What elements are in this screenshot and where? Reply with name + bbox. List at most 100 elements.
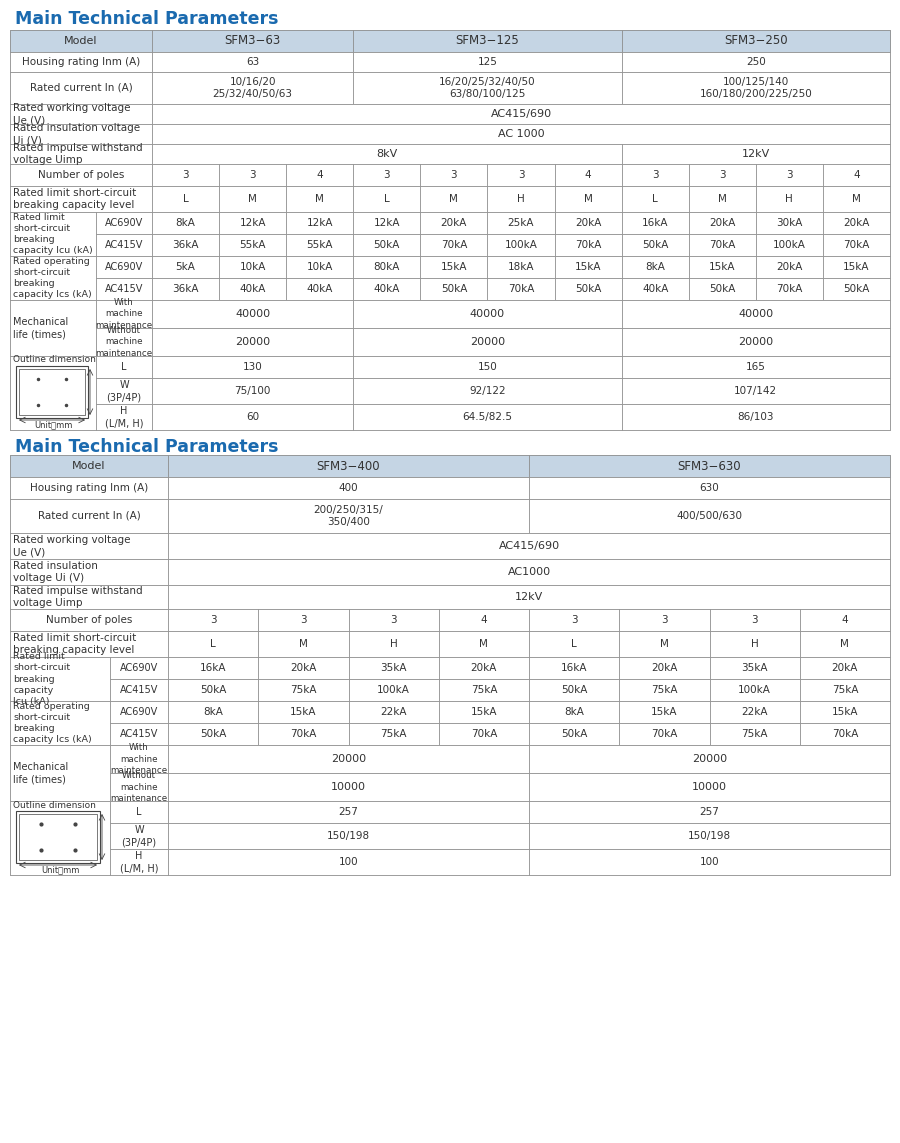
Bar <box>354 355 622 378</box>
Text: 400: 400 <box>338 483 358 493</box>
Text: H
(L/M, H): H (L/M, H) <box>120 850 158 873</box>
Text: 130: 130 <box>243 362 263 371</box>
Bar <box>10 657 890 679</box>
Bar <box>529 724 619 745</box>
Text: 4: 4 <box>585 170 591 179</box>
Bar <box>10 801 890 823</box>
Text: 100kA: 100kA <box>505 240 537 250</box>
Text: AC690V: AC690V <box>120 663 158 673</box>
Text: SFM3−125: SFM3−125 <box>455 34 519 48</box>
Bar <box>622 328 890 355</box>
Bar <box>800 609 890 631</box>
Text: 63: 63 <box>246 57 259 67</box>
Bar <box>110 679 168 701</box>
Text: 200/250/315/
350/400: 200/250/315/ 350/400 <box>313 505 383 527</box>
Text: M: M <box>480 639 489 649</box>
Bar <box>168 609 258 631</box>
Text: 150/198: 150/198 <box>688 831 731 841</box>
Text: H: H <box>751 639 759 649</box>
Bar <box>420 256 488 278</box>
Text: Model: Model <box>72 461 106 471</box>
Bar <box>96 355 152 378</box>
Text: Mechanical
life (times): Mechanical life (times) <box>13 317 68 339</box>
Text: 257: 257 <box>338 807 358 817</box>
Bar <box>354 256 420 278</box>
Bar <box>219 186 286 211</box>
Text: 22kA: 22kA <box>742 708 768 717</box>
Text: 12kV: 12kV <box>515 592 543 602</box>
Text: 64.5/82.5: 64.5/82.5 <box>463 411 512 422</box>
Bar <box>10 745 890 773</box>
Bar <box>823 256 890 278</box>
Bar <box>619 724 709 745</box>
Text: 3: 3 <box>662 615 668 625</box>
Text: AC1000: AC1000 <box>508 567 551 577</box>
Text: 15kA: 15kA <box>832 708 858 717</box>
Text: H: H <box>518 194 525 203</box>
Bar <box>622 378 890 403</box>
Bar <box>96 278 152 299</box>
Bar <box>756 163 823 186</box>
Bar <box>258 679 348 701</box>
Bar <box>622 72 890 104</box>
Bar <box>622 163 688 186</box>
Text: L: L <box>384 194 390 203</box>
Bar <box>709 631 800 657</box>
Text: Number of poles: Number of poles <box>38 170 124 179</box>
Text: 92/122: 92/122 <box>469 386 506 395</box>
Bar <box>529 477 890 499</box>
Text: Housing rating Inm (A): Housing rating Inm (A) <box>22 57 140 67</box>
Bar <box>168 801 529 823</box>
Bar <box>110 701 168 724</box>
Text: Rated working voltage
Ue (V): Rated working voltage Ue (V) <box>13 103 130 126</box>
Text: 630: 630 <box>699 483 719 493</box>
Bar <box>622 51 890 72</box>
Bar <box>622 355 890 378</box>
Bar <box>10 559 168 585</box>
Bar <box>688 278 756 299</box>
Text: 20kA: 20kA <box>843 218 869 227</box>
Bar <box>348 724 439 745</box>
Text: 40kA: 40kA <box>642 283 669 294</box>
Text: 70kA: 70kA <box>776 283 803 294</box>
Text: 12kV: 12kV <box>742 149 769 159</box>
Bar <box>10 823 890 849</box>
Text: 50kA: 50kA <box>374 240 400 250</box>
Bar <box>10 455 890 477</box>
Bar <box>756 256 823 278</box>
Text: 100kA: 100kA <box>377 685 410 695</box>
Bar <box>152 328 354 355</box>
Text: 55kA: 55kA <box>307 240 333 250</box>
Text: AC415V: AC415V <box>104 283 143 294</box>
Text: 8kA: 8kA <box>645 262 665 272</box>
Text: 400/500/630: 400/500/630 <box>677 511 742 521</box>
Bar <box>168 745 529 773</box>
Bar <box>96 211 152 234</box>
Bar <box>688 163 756 186</box>
Text: 15kA: 15kA <box>843 262 869 272</box>
Text: Unit：mm: Unit：mm <box>34 421 72 430</box>
Text: L: L <box>183 194 188 203</box>
Bar <box>16 366 88 418</box>
Text: 40kA: 40kA <box>239 283 266 294</box>
Bar <box>10 104 152 123</box>
Bar <box>800 657 890 679</box>
Text: AC415V: AC415V <box>104 240 143 250</box>
Bar <box>10 299 96 355</box>
Text: 15kA: 15kA <box>441 262 467 272</box>
Text: 20kA: 20kA <box>709 218 735 227</box>
Bar <box>10 51 152 72</box>
Text: M: M <box>852 194 861 203</box>
Bar <box>10 104 890 123</box>
Text: 20000: 20000 <box>692 754 727 764</box>
Text: 36kA: 36kA <box>172 283 199 294</box>
Text: M: M <box>449 194 458 203</box>
Bar <box>10 657 110 701</box>
Text: 20kA: 20kA <box>575 218 601 227</box>
Text: 75kA: 75kA <box>742 729 768 740</box>
Text: 75kA: 75kA <box>381 729 407 740</box>
Text: 10kA: 10kA <box>239 262 266 272</box>
Text: 100kA: 100kA <box>773 240 806 250</box>
Text: 80kA: 80kA <box>374 262 400 272</box>
Bar <box>529 455 890 477</box>
